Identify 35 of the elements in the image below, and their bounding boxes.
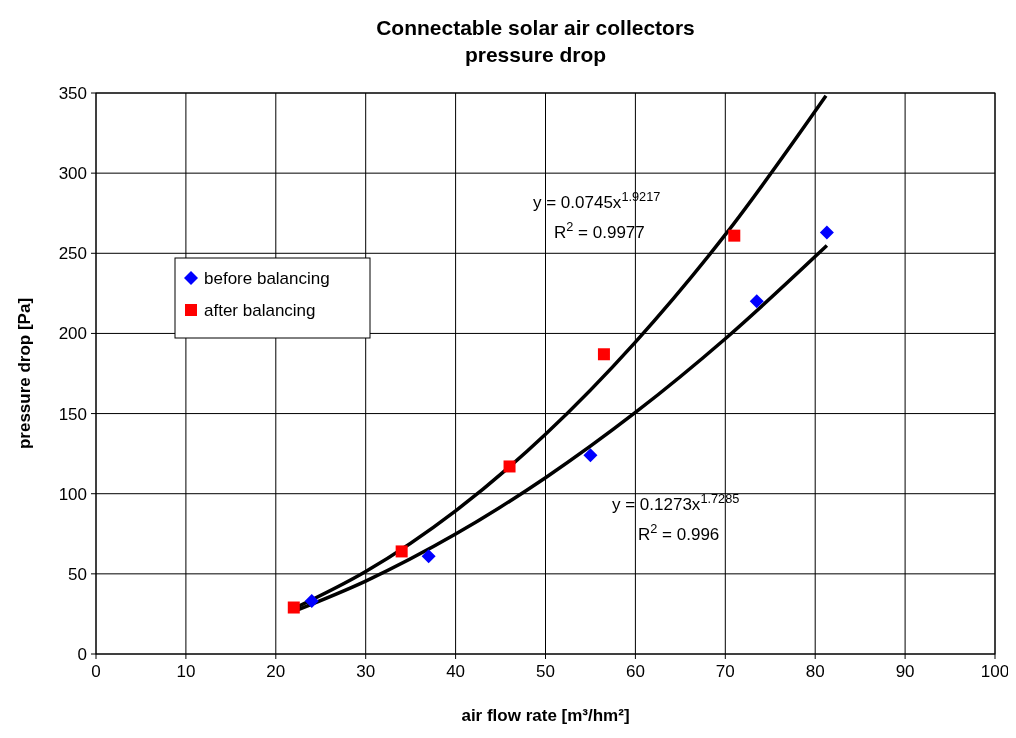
chart-title: Connectable solar air collectors pressure drop bbox=[376, 16, 695, 66]
point bbox=[728, 229, 741, 242]
y-tick-label: 0 bbox=[77, 645, 87, 664]
y-tick-label: 150 bbox=[58, 404, 87, 424]
x-tick-label: 50 bbox=[536, 662, 555, 681]
y-tick-label: 50 bbox=[68, 564, 87, 584]
y-tick-label: 200 bbox=[58, 324, 87, 344]
point bbox=[749, 294, 764, 309]
x-tick-label: 80 bbox=[805, 662, 825, 681]
x-tick-label: 90 bbox=[895, 662, 915, 681]
x-tick-label: 70 bbox=[715, 662, 735, 681]
y-tick-label: 300 bbox=[58, 164, 87, 184]
x-tick-label: 30 bbox=[356, 662, 376, 681]
annotation: R$^{2}$ = 0.996 bbox=[638, 520, 720, 544]
x-tick-label: 20 bbox=[266, 662, 286, 681]
point bbox=[819, 225, 834, 240]
x-tick-label: 40 bbox=[446, 662, 466, 681]
x-tick-label: 100 bbox=[980, 662, 1010, 681]
x-tick-label: 10 bbox=[176, 662, 196, 681]
y-tick-label: 100 bbox=[58, 484, 87, 504]
point bbox=[503, 460, 516, 473]
y-axis-title: pressure drop [Pa] bbox=[15, 297, 34, 450]
y-tick-label: 350 bbox=[58, 84, 87, 103]
point bbox=[583, 448, 598, 463]
point bbox=[304, 594, 319, 609]
x-tick-label: 60 bbox=[625, 662, 645, 681]
point bbox=[287, 601, 300, 614]
x-tick-label: 0 bbox=[91, 662, 101, 681]
legend-label: after balancing bbox=[204, 301, 316, 320]
legend-label: before balancing bbox=[204, 269, 330, 288]
y-tick-label: 250 bbox=[58, 244, 87, 264]
point bbox=[597, 348, 610, 361]
point bbox=[395, 545, 408, 558]
point bbox=[421, 549, 436, 564]
x-axis-title: air flow rate [m³/hm²] bbox=[461, 706, 630, 725]
